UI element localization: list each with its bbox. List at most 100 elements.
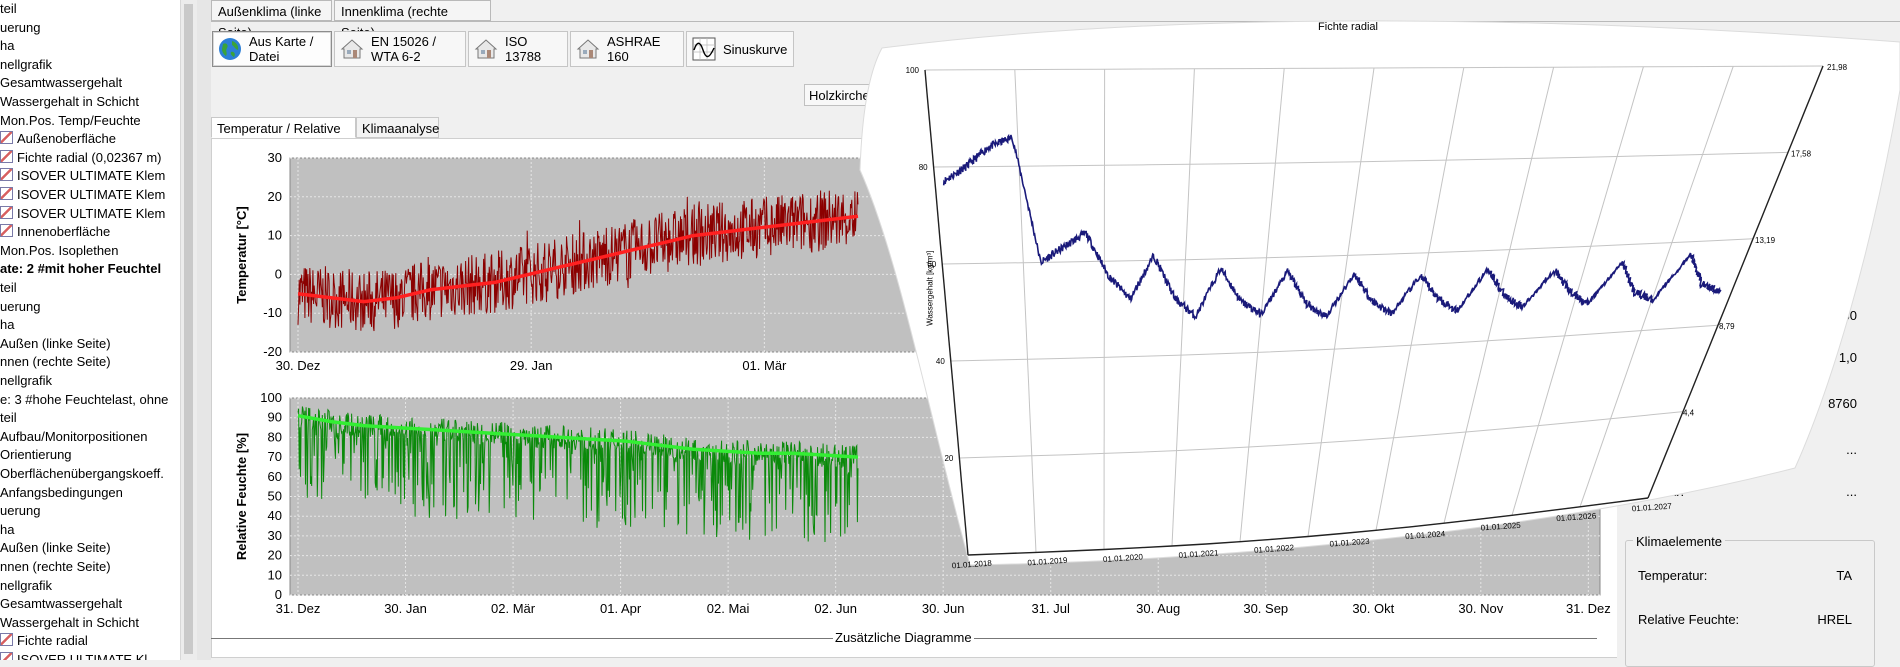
tree-item[interactable]: Orientierung bbox=[0, 446, 72, 464]
source-button-en15026[interactable]: EN 15026 / WTA 6-2 bbox=[334, 31, 466, 67]
tree-item[interactable]: Anfangsbedingungen bbox=[0, 484, 123, 502]
klima-row-value: HREL bbox=[1817, 612, 1852, 627]
tree-item[interactable]: nellgrafik bbox=[0, 372, 52, 390]
tree-item-label: Fichte radial bbox=[17, 633, 88, 649]
source-button-sinuskurve[interactable]: Sinuskurve bbox=[686, 31, 794, 67]
tree-item[interactable]: nnen (rechte Seite) bbox=[0, 558, 111, 576]
smoothed-series-line bbox=[297, 413, 859, 459]
x-tick-label: 01. Apr bbox=[600, 601, 642, 616]
tree-item[interactable]: ISOVER ULTIMATE Kl bbox=[0, 651, 147, 660]
x-tick-label: 30. Sep bbox=[1243, 601, 1288, 616]
tree-item[interactable]: Fichte radial (0,02367 m) bbox=[0, 149, 162, 167]
tree-item[interactable]: teil bbox=[0, 409, 17, 427]
y-tick-label: 0 bbox=[275, 587, 282, 602]
overlay-x-tick-label: 01.01.2024 bbox=[1405, 529, 1446, 541]
tree-item-label: nellgrafik bbox=[0, 577, 53, 593]
monitor-position-icon bbox=[0, 205, 13, 219]
tree-item[interactable]: uerung bbox=[0, 19, 40, 37]
overlay-right-tick-label: 13,19 bbox=[1755, 236, 1776, 245]
x-tick-label: 30. Nov bbox=[1458, 601, 1503, 616]
source-button-iso13788[interactable]: ISO 13788 bbox=[468, 31, 568, 67]
tree-item[interactable]: Außenoberfläche bbox=[0, 130, 116, 148]
tree-item[interactable]: ISOVER ULTIMATE Klem bbox=[0, 205, 165, 223]
tree-item[interactable]: ha bbox=[0, 316, 14, 334]
overlay-gridline bbox=[1579, 66, 1734, 507]
y-tick-label: 40 bbox=[268, 508, 282, 523]
klima-row-value: TA bbox=[1836, 568, 1852, 583]
y-axis-label: Relative Feuchte [%] bbox=[234, 433, 249, 560]
overlay-y-tick-label: 60 bbox=[927, 260, 936, 269]
y-tick-label: 0 bbox=[275, 266, 282, 281]
tree-item[interactable]: Gesamtwassergehalt bbox=[0, 74, 122, 92]
tree-item[interactable]: ha bbox=[0, 521, 14, 539]
tree-item-label: ISOVER ULTIMATE Kl bbox=[17, 652, 148, 660]
tree-item[interactable]: nellgrafik bbox=[0, 56, 52, 74]
y-tick-label: 30 bbox=[268, 528, 282, 543]
source-button-karte-datei[interactable]: Aus Karte / Datei bbox=[212, 31, 332, 67]
overlay-right-tick-label: 4,4 bbox=[1683, 409, 1695, 418]
project-tree[interactable]: teil uerung ha nellgrafik Gesamtwassergehalt… bbox=[0, 0, 181, 660]
overlay-x-tick-label: 01.01.2023 bbox=[1329, 537, 1370, 549]
tree-item[interactable]: ISOVER ULTIMATE Klem bbox=[0, 186, 165, 204]
tree-item-label: ha bbox=[0, 317, 15, 333]
tree-item-label: ISOVER ULTIMATE Klem bbox=[17, 205, 166, 221]
tab-frame bbox=[211, 21, 1900, 660]
overlay-gridline bbox=[1511, 66, 1644, 516]
x-tick-label: 02. Mär bbox=[491, 601, 536, 616]
tree-item-label: Anfangsbedingungen bbox=[0, 484, 123, 500]
extra-diagrams-label[interactable]: Zusätzliche Diagramme bbox=[833, 630, 974, 645]
tree-item[interactable]: ate: 2 #mit hoher Feuchtel bbox=[0, 260, 161, 278]
tree-item[interactable]: Mon.Pos. Isoplethen bbox=[0, 242, 119, 260]
tree-item[interactable]: Innenoberfläche bbox=[0, 223, 110, 241]
tree-item[interactable]: teil bbox=[0, 279, 17, 297]
tree-item[interactable]: Außen (linke Seite) bbox=[0, 335, 111, 353]
splitter[interactable] bbox=[197, 0, 211, 660]
tree-item-label: teil bbox=[0, 410, 17, 426]
tree-item[interactable]: ISOVER ULTIMATE Klem bbox=[0, 167, 165, 185]
monitor-position-icon bbox=[0, 168, 13, 182]
tree-item[interactable]: nnen (rechte Seite) bbox=[0, 353, 111, 371]
source-button-label: Aus Karte / Datei bbox=[249, 34, 314, 64]
y-tick-label: 20 bbox=[268, 548, 282, 563]
tree-item-label: nellgrafik bbox=[0, 56, 53, 72]
tree-item[interactable]: Wassergehalt in Schicht bbox=[0, 93, 139, 111]
tree-item[interactable]: nellgrafik bbox=[0, 577, 52, 595]
tree-item[interactable]: uerung bbox=[0, 502, 40, 520]
tree-scrollbar-thumb[interactable] bbox=[184, 4, 193, 654]
overlay-y-axis-label: Wassergehalt [kg/m³] bbox=[925, 251, 934, 326]
tree-item[interactable]: Gesamtwassergehalt bbox=[0, 595, 122, 613]
tree-item[interactable]: e: 3 #hohe Feuchtelast, ohne bbox=[0, 391, 168, 409]
x-tick-label: 30. Jan bbox=[384, 601, 427, 616]
overlay-gridline bbox=[933, 151, 1789, 168]
tree-item[interactable]: Fichte radial bbox=[0, 632, 88, 650]
tree-item-label: Mon.Pos. Temp/Feuchte bbox=[0, 112, 141, 128]
y-tick-label: 10 bbox=[268, 228, 282, 243]
tree-item[interactable]: Mon.Pos. Temp/Feuchte bbox=[0, 112, 141, 130]
tree-item-label: nnen (rechte Seite) bbox=[0, 354, 111, 370]
overlay-gridline bbox=[1307, 67, 1375, 537]
tab-temp-rh[interactable]: Temperatur / Relative Feuchte bbox=[211, 117, 356, 157]
tree-item[interactable]: Wassergehalt in Schicht bbox=[0, 614, 139, 632]
overlay-axis-left bbox=[924, 69, 969, 556]
tree-item[interactable]: uerung bbox=[0, 298, 40, 316]
tab-aussenklima[interactable]: Außenklima (linke Seite) bbox=[211, 0, 332, 40]
tree-item[interactable]: ha bbox=[0, 37, 14, 55]
y-tick-label: -10 bbox=[263, 305, 282, 320]
overlay-series-line bbox=[942, 133, 1722, 321]
tree-item-label: Außen (linke Seite) bbox=[0, 540, 111, 556]
house-icon bbox=[474, 39, 498, 59]
y-tick-label: 60 bbox=[268, 469, 282, 484]
tree-item[interactable]: Außen (linke Seite) bbox=[0, 539, 111, 557]
tree-item[interactable]: teil bbox=[0, 0, 17, 18]
monitor-position-icon bbox=[0, 652, 13, 660]
source-button-ashrae160[interactable]: ASHRAE 160 bbox=[570, 31, 684, 67]
overlay-x-tick-label: 01.01.2025 bbox=[1480, 521, 1521, 533]
y-tick-label: 30 bbox=[268, 150, 282, 165]
tree-item[interactable]: Oberflächenübergangskoeff. bbox=[0, 465, 164, 483]
tree-item-label: ha bbox=[0, 521, 15, 537]
tab-klimaanalyse[interactable]: Klimaanalyse bbox=[356, 117, 439, 138]
overlay-axis-right bbox=[1647, 65, 1824, 499]
tree-item[interactable]: Aufbau/Monitorpositionen bbox=[0, 428, 147, 446]
source-button-label: ASHRAE 160 bbox=[607, 34, 661, 64]
tree-scrollbar[interactable] bbox=[180, 0, 197, 660]
